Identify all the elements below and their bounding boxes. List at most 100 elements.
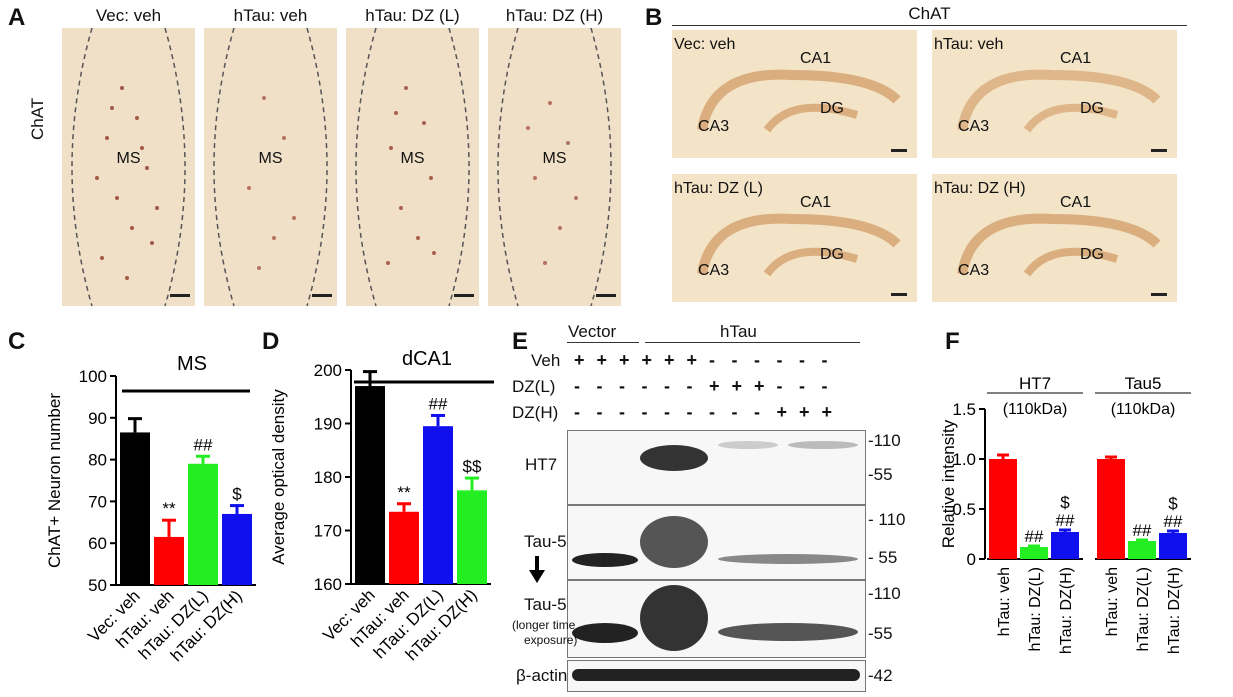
mw-marker: -55 (868, 624, 893, 643)
treatment-sign: - (754, 402, 760, 422)
blot-band (718, 554, 858, 564)
bar (389, 511, 419, 584)
blot-label-tau5: Tau-5 (524, 532, 567, 551)
y-axis-label: Average optical density (269, 389, 288, 565)
treatment-sign: - (754, 350, 760, 370)
ms-outline (213, 28, 328, 306)
y-tick-label: 80 (88, 451, 107, 470)
ms-region-4: MS (542, 150, 567, 167)
x-tick-label: hTau: DZ(H) (1058, 567, 1075, 654)
y-tick-label: 180 (314, 468, 342, 487)
y-axis-label: ChAT+ Neuron number (45, 393, 64, 568)
blot-band (718, 623, 858, 641)
hippo-title-3: hTau: DZ (L) (674, 180, 763, 197)
significance-label: $ (1168, 494, 1178, 513)
ms-region-1: MS (116, 150, 141, 167)
scale-bar (1151, 293, 1167, 296)
treatment-sign: - (776, 350, 783, 370)
hippocampus-image-3: hTau: DZ (L) CA1 CA3 DG (672, 174, 917, 302)
ca3-label: CA3 (698, 262, 730, 279)
mw-marker: - 55 (868, 548, 898, 567)
ca3-label: CA3 (958, 118, 990, 135)
scale-bar (891, 293, 907, 296)
treatment-sign: - (709, 350, 715, 370)
ca3-label: CA3 (698, 118, 730, 135)
blot-band (718, 441, 778, 449)
significance-label: ## (1056, 511, 1075, 530)
significance-label: ## (1164, 512, 1183, 531)
bar (457, 490, 487, 584)
hippocampus-image-2: hTau: veh CA1 CA3 DG (932, 30, 1177, 158)
panel-label-a: A (8, 4, 26, 31)
ms-title-2: hTau: veh (233, 6, 308, 25)
significance-label: ** (397, 483, 411, 502)
bar (120, 432, 150, 585)
treatment-sign: - (686, 376, 693, 396)
group-title: HT7 (1019, 374, 1051, 393)
hippocampus-image-4: hTau: DZ (H) CA1 CA3 DG (932, 174, 1177, 302)
chart-title: dCA1 (402, 348, 452, 370)
ms-image-3 (346, 28, 479, 306)
panel-label-f: F (945, 328, 960, 355)
significance-label: ## (429, 394, 448, 413)
ms-region-2: MS (258, 150, 283, 167)
blot-band (640, 445, 708, 471)
scale-bar (454, 294, 474, 297)
ca1-label: CA1 (1060, 194, 1092, 211)
treatment-sign: - (799, 376, 805, 396)
treatment-sign: - (799, 350, 805, 370)
treatment-sign: - (641, 376, 648, 396)
bar (1159, 533, 1187, 559)
treatment-sign: - (641, 402, 648, 422)
treatment-sign: - (664, 376, 670, 396)
x-tick-label: hTau: veh (996, 567, 1013, 636)
treatment-sign: + (776, 402, 788, 422)
dg-label: DG (1080, 100, 1104, 117)
ca1-label: CA1 (800, 50, 832, 67)
treatment-sign: - (619, 402, 625, 422)
y-tick-label: 50 (88, 576, 107, 595)
hippocampus-shape (697, 213, 901, 277)
panel-label-d: D (262, 328, 280, 355)
ms-outline (71, 28, 186, 306)
x-tick-label: hTau: veh (1104, 567, 1121, 636)
group-vector-rule (567, 342, 639, 343)
treatment-sign: + (686, 350, 698, 370)
group-htau-label: hTau (720, 322, 757, 341)
ca1-label: CA1 (800, 194, 832, 211)
y-tick-label: 0.5 (952, 500, 976, 519)
y-tick-label: 90 (88, 409, 107, 428)
panel-label-e: E (512, 328, 529, 355)
bar (989, 459, 1017, 559)
scale-bar (312, 294, 332, 297)
treatment-sign: + (574, 350, 585, 370)
treatment-label-dzh: DZ(H) (512, 403, 559, 422)
group-subtitle: (110kDa) (1111, 401, 1176, 418)
group-title: Tau5 (1125, 374, 1162, 393)
significance-label: ## (1025, 527, 1044, 546)
treatment-sign: - (686, 402, 693, 422)
significance-label: ## (194, 435, 213, 454)
treatment-sign: + (619, 350, 630, 370)
x-tick-label: hTau: DZ(L) (1135, 567, 1152, 651)
blot-band (572, 623, 638, 643)
treatment-sign: + (821, 402, 833, 422)
scale-bar (170, 294, 190, 297)
significance-label: $ (232, 485, 242, 504)
ms-outline (355, 28, 470, 306)
mw-marker: -110 (868, 584, 901, 603)
blot-tau5-long (567, 580, 866, 658)
treatment-sign: + (799, 402, 810, 422)
blot-band (572, 669, 860, 681)
y-axis-label: Relative intensity (939, 419, 958, 548)
blot-tau5 (567, 505, 866, 580)
ms-image-2 (204, 28, 337, 306)
treatment-sign: - (731, 402, 738, 422)
panel-label-b: B (645, 4, 663, 31)
blot-sublabel: exposure) (524, 633, 578, 647)
dg-label: DG (820, 246, 844, 263)
panel-a-row-label: ChAT (28, 97, 47, 140)
blot-ht7 (567, 430, 866, 505)
